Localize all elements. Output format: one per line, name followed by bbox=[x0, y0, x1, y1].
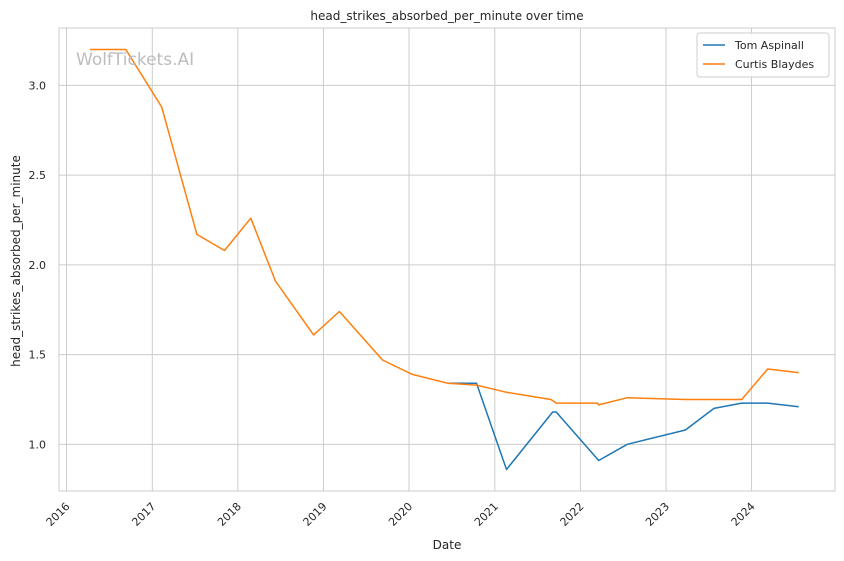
data-point bbox=[196, 233, 198, 235]
legend: Tom Aspinall Curtis Blaydes bbox=[696, 32, 830, 78]
data-point bbox=[555, 402, 557, 404]
legend-box bbox=[696, 32, 830, 78]
series-layer bbox=[89, 48, 799, 471]
data-point bbox=[274, 280, 276, 282]
y-tick-label: 3.0 bbox=[29, 79, 47, 92]
data-point bbox=[626, 396, 628, 398]
plot-frame bbox=[58, 27, 836, 492]
data-point bbox=[250, 217, 252, 219]
legend-label-tom-aspinall: Tom Aspinall bbox=[734, 39, 804, 52]
data-point bbox=[312, 334, 314, 336]
y-axis-title: head_strikes_absorbed_per_minute bbox=[9, 155, 23, 367]
data-point bbox=[223, 249, 225, 251]
data-point bbox=[160, 106, 162, 108]
data-point bbox=[684, 398, 686, 400]
data-point bbox=[740, 398, 742, 400]
watermark: WolfTickets.AI bbox=[76, 50, 194, 70]
plot-area-border bbox=[58, 27, 836, 492]
data-point bbox=[505, 391, 507, 393]
data-point bbox=[411, 373, 413, 375]
series-line-curtis-blaydes bbox=[89, 48, 799, 406]
y-tick-label: 1.5 bbox=[29, 349, 47, 362]
grid bbox=[59, 28, 835, 491]
data-point bbox=[447, 382, 449, 384]
data-point bbox=[626, 443, 628, 445]
data-point bbox=[555, 411, 557, 413]
series-tom-aspinall bbox=[447, 382, 799, 471]
data-point bbox=[684, 429, 686, 431]
data-point bbox=[338, 310, 340, 312]
data-point bbox=[797, 371, 799, 373]
series-curtis-blaydes bbox=[89, 48, 799, 406]
data-point bbox=[713, 407, 715, 409]
legend-label-curtis-blaydes: Curtis Blaydes bbox=[735, 58, 814, 71]
data-point bbox=[475, 384, 477, 386]
data-point bbox=[797, 405, 799, 407]
data-point bbox=[505, 468, 507, 470]
y-tick-label: 2.0 bbox=[29, 259, 47, 272]
data-point bbox=[550, 398, 552, 400]
data-point bbox=[767, 402, 769, 404]
y-tick-label: 2.5 bbox=[29, 169, 47, 182]
data-point bbox=[597, 404, 599, 406]
x-axis-title: Date bbox=[433, 538, 462, 552]
y-tick-label: 1.0 bbox=[29, 438, 47, 451]
series-line-tom-aspinall bbox=[447, 382, 799, 471]
data-point bbox=[767, 368, 769, 370]
chart-title: head_strikes_absorbed_per_minute over ti… bbox=[310, 9, 583, 23]
data-point bbox=[597, 459, 599, 461]
data-point bbox=[552, 411, 554, 413]
data-point bbox=[740, 402, 742, 404]
data-point bbox=[381, 359, 383, 361]
